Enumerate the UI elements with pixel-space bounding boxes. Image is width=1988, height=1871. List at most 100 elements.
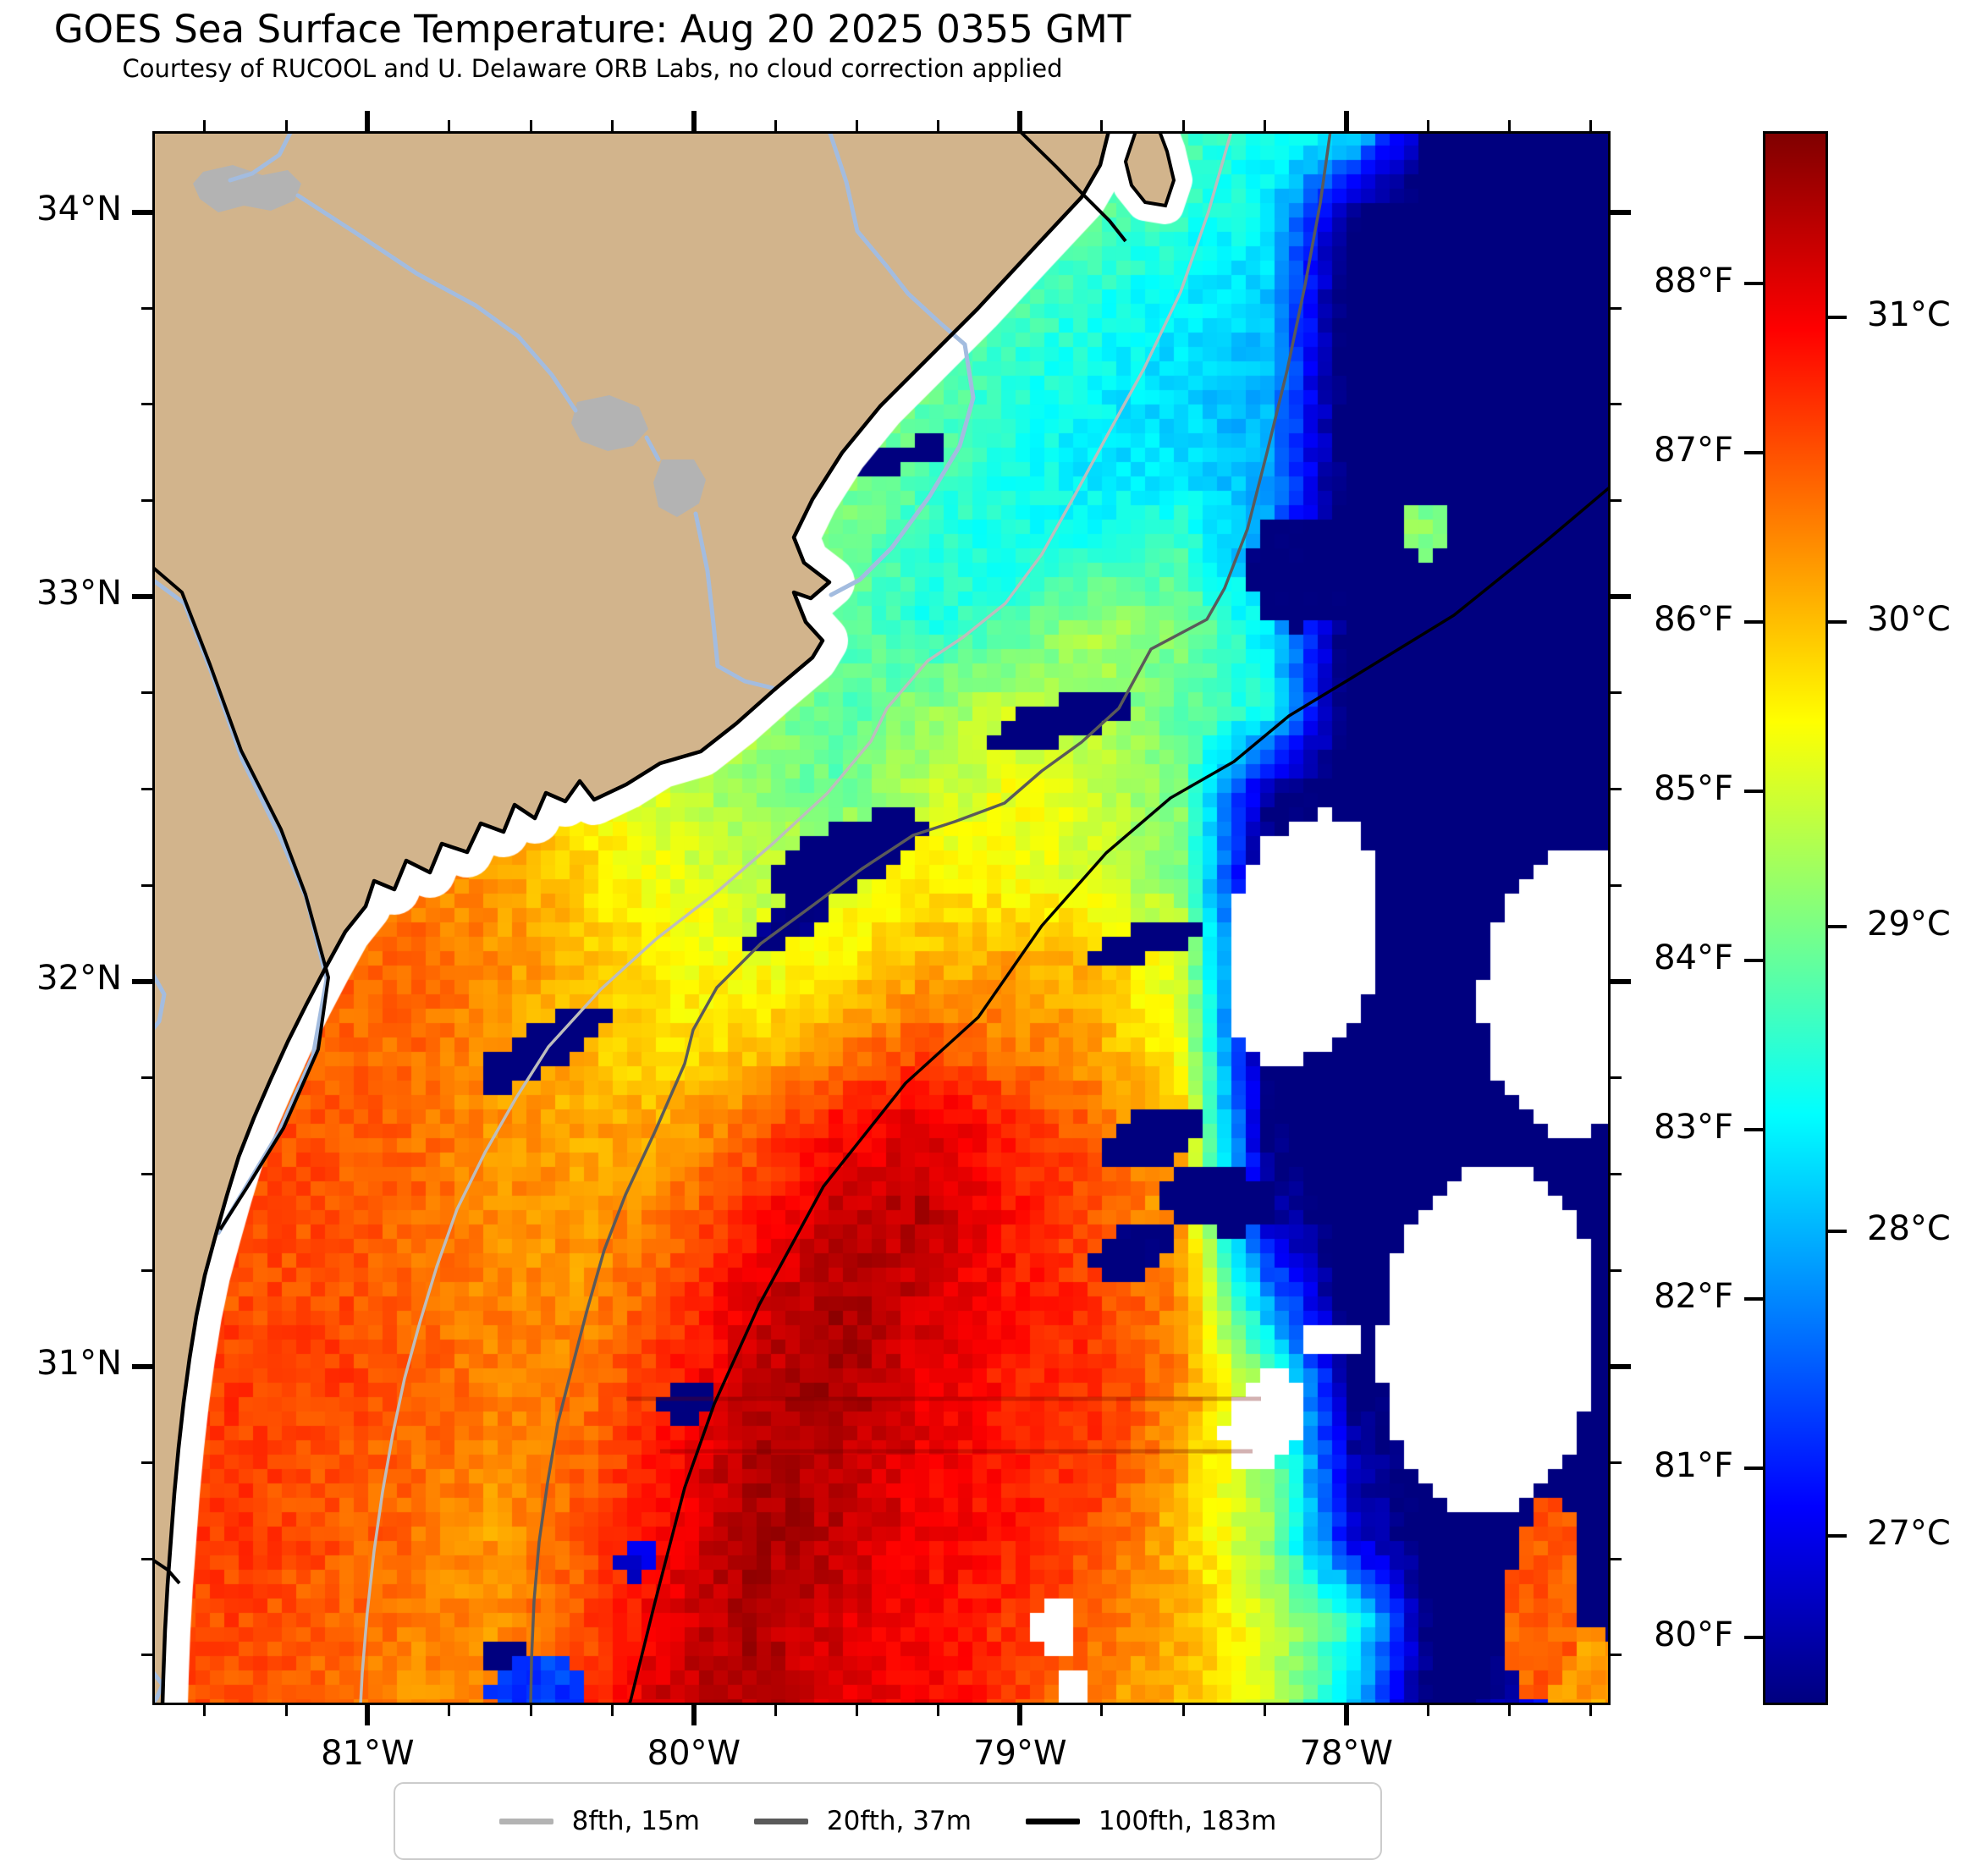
- colorbar-c-tick: [1828, 1230, 1847, 1233]
- cape-fear-polygon: [1123, 131, 1176, 208]
- coastline: [160, 131, 1111, 1705]
- lon-tick-bottom: [856, 1705, 859, 1716]
- legend-item: 20fth, 37m: [753, 1806, 972, 1836]
- page-subtitle: Courtesy of RUCOOL and U. Delaware ORB L…: [122, 54, 1063, 83]
- lon-tick-bottom: [691, 1705, 697, 1725]
- lat-tick-right: [1611, 1557, 1622, 1560]
- river-line: [295, 193, 578, 413]
- river-line: [152, 971, 167, 1032]
- lon-tick-top: [1263, 120, 1266, 131]
- colorbar-c-tick: [1828, 316, 1847, 319]
- colorbar-f-tick-label: 84°F: [1654, 938, 1733, 977]
- colorbar-f-tick-label: 80°F: [1654, 1615, 1733, 1654]
- colorbar-f-tick: [1744, 790, 1763, 793]
- lat-tick-label: 33°N: [36, 574, 122, 614]
- lon-tick-top: [610, 120, 614, 131]
- lon-tick-bottom: [774, 1705, 777, 1716]
- lon-tick-label: 81°W: [321, 1734, 415, 1773]
- lat-tick-right: [1611, 788, 1622, 791]
- colorbar-c-tick: [1828, 620, 1847, 624]
- lon-tick-top: [691, 111, 697, 131]
- lat-tick-left: [132, 209, 152, 215]
- lon-tick-bottom: [1100, 1705, 1104, 1716]
- sst-map: [152, 131, 1611, 1705]
- lat-tick-right: [1611, 691, 1622, 695]
- lat-tick-right: [1611, 594, 1631, 600]
- colorbar-c-tick: [1828, 925, 1847, 928]
- lat-tick-right: [1611, 1363, 1631, 1369]
- lat-tick-left: [141, 691, 152, 695]
- colorbar-c-tick-label: 29°C: [1867, 905, 1951, 944]
- colorbar-c-tick-label: 31°C: [1867, 295, 1951, 334]
- lon-tick-bottom: [203, 1705, 207, 1716]
- colorbar-f-tick: [1744, 1467, 1763, 1470]
- colorbar-c-tick-label: 30°C: [1867, 600, 1951, 639]
- lake-polygon: [571, 395, 648, 451]
- lat-tick-label: 31°N: [36, 1343, 122, 1383]
- state-border-line: [152, 565, 330, 1231]
- lat-tick-right: [1611, 1461, 1622, 1464]
- lon-tick-bottom: [1508, 1705, 1511, 1716]
- lat-tick-left: [132, 1363, 152, 1369]
- lat-tick-right: [1611, 499, 1622, 503]
- colorbar-f-tick: [1744, 1297, 1763, 1301]
- river-line: [693, 511, 775, 691]
- lon-tick-top: [529, 120, 532, 131]
- colorbar-f-tick-label: 86°F: [1654, 600, 1733, 639]
- legend-label: 8fth, 15m: [571, 1806, 700, 1836]
- lon-tick-bottom: [1017, 1705, 1023, 1725]
- lon-tick-top: [1343, 111, 1349, 131]
- contour-line-swatch: [498, 1818, 553, 1824]
- lon-tick-top: [448, 120, 451, 131]
- lake-polygon: [653, 459, 706, 517]
- lat-tick-right: [1611, 1076, 1622, 1080]
- lon-tick-label: 78°W: [1299, 1734, 1393, 1773]
- colorbar-f-tick-label: 85°F: [1654, 769, 1733, 808]
- contour-line-swatch: [753, 1818, 808, 1824]
- lat-tick-left: [132, 979, 152, 985]
- lon-tick-bottom: [448, 1705, 451, 1716]
- lat-tick-left: [141, 1076, 152, 1080]
- lon-tick-top: [1426, 120, 1429, 131]
- legend-label: 100fth, 183m: [1098, 1806, 1277, 1836]
- lake-polygon: [193, 165, 301, 212]
- lat-tick-right: [1611, 979, 1631, 985]
- colorbar-f-tick-label: 87°F: [1654, 431, 1733, 470]
- river-line: [228, 131, 294, 183]
- lat-tick-left: [141, 788, 152, 791]
- lat-tick-right: [1611, 1654, 1622, 1657]
- lon-tick-bottom: [1426, 1705, 1429, 1716]
- colorbar-c-tick-label: 27°C: [1867, 1514, 1951, 1553]
- lon-tick-bottom: [365, 1705, 371, 1725]
- legend-item: 8fth, 15m: [498, 1806, 700, 1836]
- lon-tick-bottom: [937, 1705, 940, 1716]
- lat-tick-right: [1611, 883, 1622, 887]
- lon-tick-top: [1017, 111, 1023, 131]
- lat-tick-left: [132, 594, 152, 600]
- colorbar-f-tick: [1744, 451, 1763, 454]
- river-line: [827, 131, 976, 597]
- colorbar-f-tick: [1744, 1636, 1763, 1639]
- lon-tick-bottom: [1181, 1705, 1185, 1716]
- lat-tick-right: [1611, 403, 1622, 406]
- bathymetry-contour-8fth: [359, 131, 1233, 1705]
- lon-tick-label: 79°W: [973, 1734, 1067, 1773]
- page-title: GOES Sea Surface Temperature: Aug 20 202…: [53, 7, 1132, 52]
- lon-tick-top: [1589, 120, 1593, 131]
- lon-tick-top: [365, 111, 371, 131]
- colorbar-c-tick: [1828, 1534, 1847, 1538]
- colorbar-f-tick-label: 83°F: [1654, 1108, 1733, 1147]
- lat-tick-left: [141, 403, 152, 406]
- lat-tick-left: [141, 306, 152, 310]
- lon-tick-top: [284, 120, 288, 131]
- colorbar-f-tick-label: 82°F: [1654, 1277, 1733, 1316]
- lon-tick-bottom: [1263, 1705, 1266, 1716]
- colorbar-f-tick: [1744, 959, 1763, 962]
- contour-line-swatch: [1025, 1818, 1080, 1824]
- colorbar-f-tick-label: 81°F: [1654, 1446, 1733, 1485]
- lon-tick-top: [937, 120, 940, 131]
- lat-tick-left: [141, 499, 152, 503]
- lat-tick-left: [141, 1461, 152, 1464]
- lat-tick-right: [1611, 306, 1622, 310]
- lat-tick-right: [1611, 1172, 1622, 1175]
